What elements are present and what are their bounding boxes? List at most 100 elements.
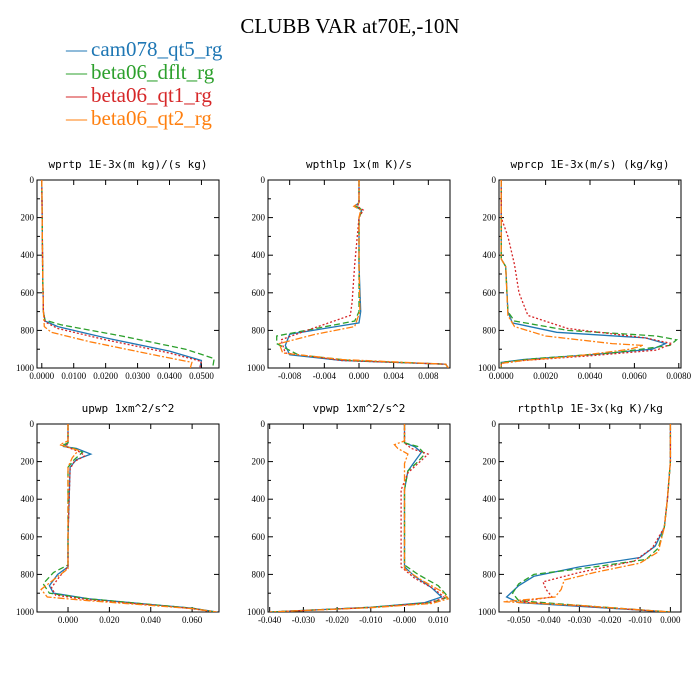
y-tick-label: 200 (483, 213, 497, 223)
y-tick-label: 800 (252, 325, 266, 335)
x-tick-label: -0.030 (292, 615, 316, 625)
panel-frame (36, 423, 220, 613)
y-tick-label: 400 (483, 494, 497, 504)
x-tick-label: 0.0300 (125, 371, 150, 381)
legend-entry-4: — beta06_qt2_rg (66, 107, 222, 130)
y-tick-label: 800 (21, 325, 35, 335)
panel-4: upwp 1xm^2/s^2 0 200 400 600 800 1000 0.000 0.02… (16, 402, 220, 625)
x-tick-label: -0.040 (258, 615, 282, 625)
y-tick-label: 1000 (16, 363, 35, 373)
panel-5: vpwp 1xm^2/s^2 0 200 400 600 800 1000-0.040 -0.… (247, 402, 451, 625)
legend-label-4: beta06_qt2_rg (91, 106, 212, 130)
y-tick-label: 200 (483, 457, 497, 467)
series-group (276, 180, 449, 368)
series-line-4 (40, 424, 217, 612)
series-line-4 (278, 180, 449, 368)
series-group (269, 424, 450, 612)
panel-frame (36, 179, 220, 369)
x-tick-label: 0.000 (58, 615, 79, 625)
panel-3: wprcp 1E-3x(m/s) (kg/kg) 0 200 400 600 800 100… (478, 158, 692, 381)
y-tick-label: 600 (483, 288, 497, 298)
y-tick-label: 1000 (478, 363, 497, 373)
y-tick-label: 400 (21, 250, 35, 260)
series-line-4 (41, 180, 193, 368)
y-tick-label: 1000 (247, 607, 266, 617)
panel-title: wprcp 1E-3x(m/s) (kg/kg) (511, 158, 670, 171)
x-tick-label: -0.008 (278, 371, 302, 381)
y-tick-label: 1000 (478, 607, 497, 617)
y-tick-label: 600 (483, 532, 497, 542)
y-tick-label: 0 (30, 419, 35, 429)
x-tick-label: 0.060 (182, 615, 203, 625)
legend-swatch-4: — (66, 106, 87, 130)
panel-title: vpwp 1xm^2/s^2 (313, 402, 406, 415)
y-tick-label: 400 (252, 250, 266, 260)
x-tick-label: 0.0000 (489, 371, 514, 381)
y-tick-label: 0 (30, 175, 35, 185)
y-tick-label: 600 (252, 532, 266, 542)
panel-title: wprtp 1E-3x(m kg)/(s kg) (49, 158, 208, 171)
x-tick-label: -0.010 (359, 615, 383, 625)
x-tick-label: -0.030 (568, 615, 592, 625)
x-tick-label: 0.0400 (157, 371, 182, 381)
series-line-1 (41, 180, 203, 368)
legend-label-1: cam078_qt5_rg (91, 37, 223, 61)
y-tick-label: 0 (492, 419, 497, 429)
series-line-4 (269, 424, 450, 612)
series-line-2 (41, 180, 215, 368)
x-tick-label: -0.050 (507, 615, 531, 625)
panel-title: upwp 1xm^2/s^2 (82, 402, 175, 415)
x-tick-label: -0.010 (628, 615, 652, 625)
series-line-1 (269, 424, 443, 612)
y-tick-label: 0 (261, 419, 266, 429)
y-tick-label: 200 (21, 213, 35, 223)
y-tick-label: 600 (21, 532, 35, 542)
series-line-3 (269, 424, 447, 612)
y-tick-label: 400 (252, 494, 266, 504)
x-tick-label: 0.040 (141, 615, 162, 625)
x-tick-label: 0.0000 (29, 371, 54, 381)
y-tick-label: 200 (252, 457, 266, 467)
panel-6: rtpthlp 1E-3x(kg K)/kg02004006008001000-… (478, 402, 682, 625)
series-line-3 (280, 180, 449, 368)
panel-title: wpthlp 1x(m K)/s (306, 158, 412, 171)
y-tick-label: 600 (21, 288, 35, 298)
y-tick-label: 1000 (247, 363, 266, 373)
panel-2: wpthlp 1x(m K)/s 0 200 400 600 800 1000 -0.008 -… (247, 158, 451, 381)
series-line-1 (284, 180, 449, 368)
series-line-3 (41, 180, 203, 368)
legend-label-2: beta06_dflt_rg (91, 60, 215, 84)
legend-swatch-1: — (66, 37, 87, 61)
series-line-3 (500, 180, 675, 368)
y-tick-label: 800 (21, 569, 35, 579)
x-tick-label: 0.020 (99, 615, 120, 625)
series-group (41, 180, 215, 368)
legend-label-3: beta06_qt1_rg (91, 83, 212, 107)
series-line-3 (518, 424, 672, 612)
x-tick-label: 0.0500 (189, 371, 214, 381)
x-tick-label: -0.020 (598, 615, 622, 625)
y-tick-label: 800 (483, 569, 497, 579)
x-tick-label: 0.0200 (93, 371, 118, 381)
x-tick-label: -0.004 (313, 371, 337, 381)
y-tick-label: 800 (483, 325, 497, 335)
series-line-4 (500, 180, 644, 368)
x-tick-label: -0.040 (537, 615, 561, 625)
x-tick-label: 0.008 (418, 371, 439, 381)
x-tick-label: 0.000 (349, 371, 370, 381)
x-tick-label: 0.004 (384, 371, 405, 381)
x-tick-label: 0.0060 (622, 371, 647, 381)
x-tick-label: -0.000 (393, 615, 417, 625)
series-line-2 (500, 180, 679, 368)
series-group (500, 180, 679, 368)
panel-frame (498, 423, 682, 613)
y-tick-label: 600 (252, 288, 266, 298)
legend-entry-2: — beta06_dflt_rg (66, 61, 222, 84)
legend-swatch-3: — (66, 83, 87, 107)
legend: — cam078_qt5_rg — beta06_dflt_rg — beta06_q… (66, 38, 222, 130)
y-tick-label: 0 (492, 175, 497, 185)
x-tick-label: 0.0080 (666, 371, 691, 381)
legend-entry-3: — beta06_qt1_rg (66, 84, 222, 107)
series-line-1 (505, 424, 672, 612)
